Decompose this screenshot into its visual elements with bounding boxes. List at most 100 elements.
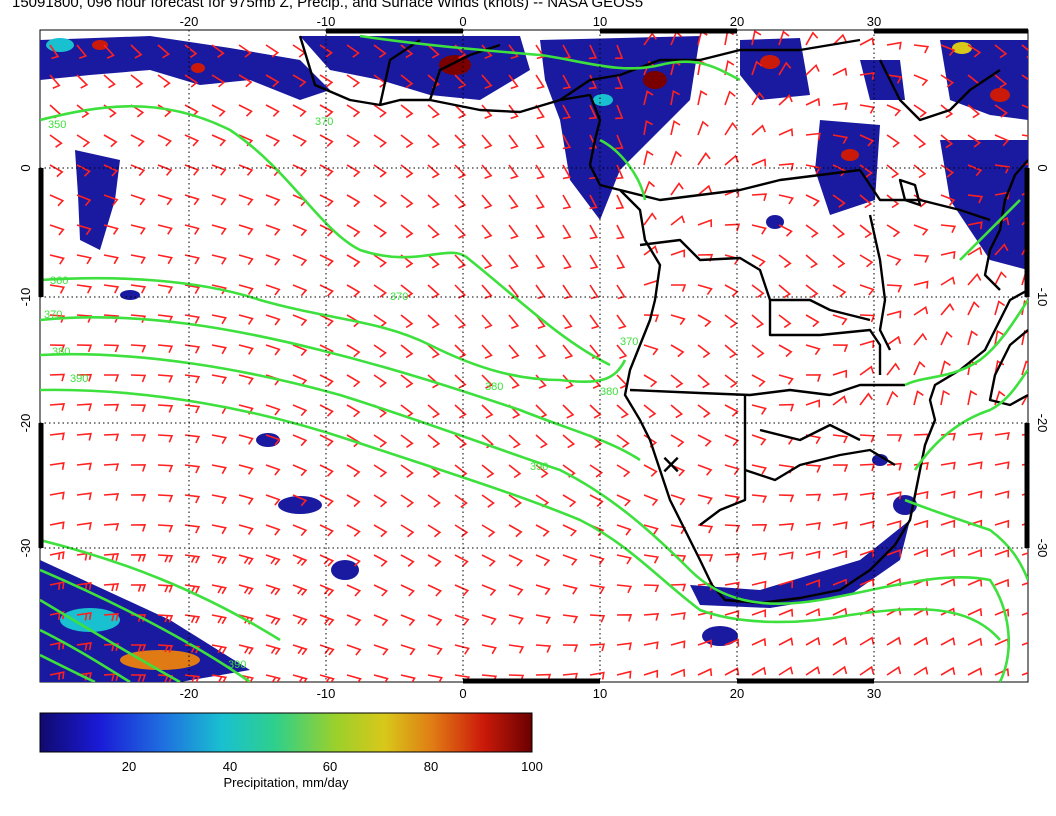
wind-barb [562, 344, 574, 360]
wind-barb [130, 224, 146, 235]
wind-barb [508, 194, 519, 210]
contour-label: 390 [70, 373, 88, 385]
wind-barb [589, 643, 606, 652]
lon-label: -20 [180, 686, 199, 701]
wind-barb [373, 284, 387, 298]
precip-core [593, 94, 613, 106]
precip-area [815, 120, 880, 215]
wind-barb [238, 584, 254, 595]
wind-barb [967, 637, 983, 646]
wind-barb [508, 164, 519, 180]
wind-barb [292, 74, 307, 88]
wind-barb [994, 134, 1010, 147]
wind-barb [940, 637, 956, 646]
wind-barb [319, 74, 334, 88]
precip-area [702, 626, 738, 646]
wind-barb [292, 104, 307, 117]
wind-barb [994, 300, 1006, 316]
wind-barb [589, 224, 598, 240]
wind-barb [49, 44, 60, 60]
precip-core [990, 88, 1010, 102]
wind-barb [859, 71, 875, 80]
wind-barb [670, 314, 686, 326]
wind-barb [778, 254, 792, 268]
wind-barb [751, 284, 765, 298]
wind-barb [940, 224, 957, 234]
wind-barb [535, 164, 545, 180]
wind-barb [481, 494, 495, 508]
wind-barb [49, 344, 66, 353]
wind-barb [805, 97, 821, 106]
wind-barb [994, 608, 1010, 617]
wind-barb [211, 224, 227, 236]
wind-barb [238, 164, 254, 176]
wind-barb [697, 90, 708, 106]
precip-core [191, 63, 205, 73]
precip-area [872, 454, 888, 466]
wind-barb [373, 134, 387, 148]
wind-barb [76, 403, 93, 412]
wind-barb [967, 548, 983, 558]
wind-barb [670, 640, 686, 649]
wind-barb [292, 284, 308, 297]
wind-barb [1021, 582, 1028, 586]
wind-barb [832, 607, 848, 616]
wind-barb [292, 314, 308, 327]
wind-barb [211, 494, 227, 505]
wind-barb [562, 524, 578, 537]
wind-barb [481, 224, 493, 239]
wind-barb [805, 579, 821, 588]
wind-barb [562, 254, 572, 270]
lon-label: 20 [730, 14, 744, 29]
wind-barb [76, 522, 92, 531]
wind-barb [184, 554, 201, 564]
wind-barb [319, 614, 335, 626]
wind-barb [131, 434, 147, 442]
wind-barb [319, 674, 335, 682]
wind-barb [724, 344, 738, 359]
wind-barb [130, 44, 143, 59]
wind-barb [130, 553, 147, 562]
wind-barb [427, 554, 442, 567]
wind-barb [49, 284, 66, 294]
wind-barb [265, 434, 281, 446]
wind-barb [265, 104, 280, 117]
wind-barb [643, 212, 657, 226]
wind-barb [805, 224, 819, 238]
wind-barb [238, 44, 252, 58]
wind-barb [643, 584, 660, 593]
wind-barb [967, 134, 982, 148]
wind-barb [211, 194, 227, 206]
wind-barb [292, 344, 308, 357]
wind-barb [49, 373, 66, 382]
wind-barb [940, 134, 954, 149]
wind-barb [562, 284, 573, 300]
wind-barb [859, 134, 875, 147]
wind-barb [346, 554, 361, 567]
wind-barb [265, 74, 280, 88]
wind-barb [211, 134, 227, 147]
wind-barb [49, 134, 63, 148]
map-border-ticks [38, 28, 1030, 684]
wind-barb [751, 91, 765, 106]
wind-barb [454, 404, 467, 419]
wind-barb [913, 666, 929, 676]
wind-barb [859, 392, 873, 406]
wind-barb [778, 194, 794, 205]
wind-barb [913, 254, 930, 263]
wind-barb [724, 434, 740, 447]
wind-barb [832, 67, 848, 76]
wind-barb [643, 60, 656, 76]
wind-barb [589, 404, 602, 419]
wind-barb [49, 491, 65, 500]
wind-barb [157, 524, 174, 533]
wind-barb [832, 134, 849, 144]
contour-line [913, 369, 1028, 471]
wind-barb [103, 344, 120, 353]
contour-line [359, 34, 741, 82]
wind-barb [562, 494, 577, 508]
wind-barb [265, 224, 281, 236]
wind-barb [967, 607, 983, 617]
wind-barb [967, 390, 978, 406]
wind-barb [994, 44, 1008, 59]
